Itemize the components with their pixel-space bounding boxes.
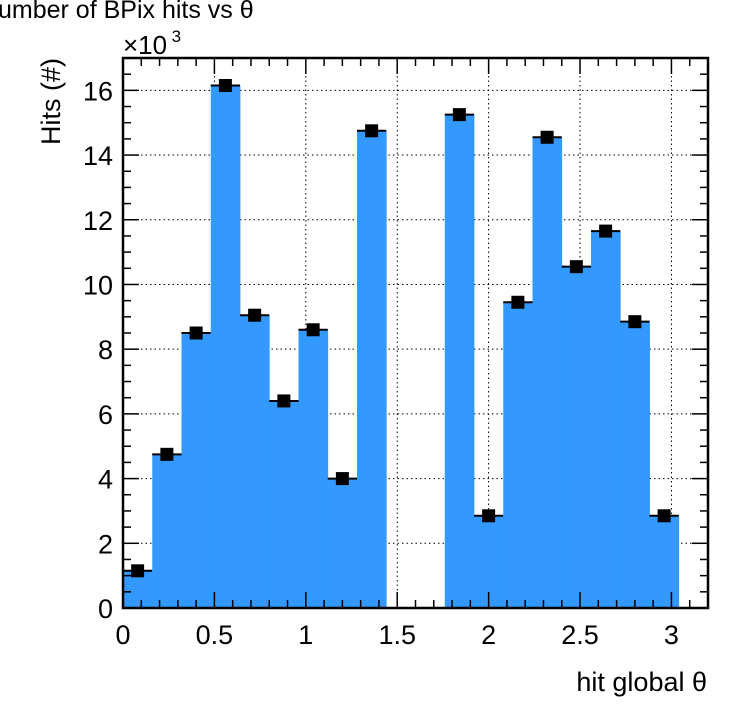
data-point-marker [657,509,671,523]
histogram-bar [152,454,182,608]
y-tick-label: 2 [98,529,113,559]
y-axis-multiplier: ×10 3 [123,27,181,60]
histogram-bar [181,333,212,608]
histogram-bar [591,231,621,608]
data-point-marker [248,308,262,322]
data-point-marker [365,124,379,138]
y-tick-label: 14 [83,141,113,171]
y-tick-label: 0 [98,594,113,624]
multiplier-exponent: 3 [172,27,181,46]
data-point-marker [335,472,349,486]
histogram-bar [327,478,358,608]
data-point-marker [218,79,232,92]
data-point-marker [628,315,642,329]
data-point-marker [452,108,466,122]
histogram-bar [532,137,563,608]
histogram-bar [269,400,299,608]
data-point-marker [306,323,320,337]
data-point-marker [160,447,174,461]
data-point-marker [511,295,525,309]
histogram-bar [649,515,680,608]
histogram-bar [240,315,270,608]
x-tick-label: 0 [115,620,130,650]
data-point-marker [569,260,583,274]
x-tick-label: 3 [664,620,679,650]
histogram-bar [561,266,592,608]
multiplier-base: ×10 [123,30,167,60]
data-point-marker [131,564,145,578]
x-axis-title: hit global θ [576,667,707,697]
y-tick-label: 12 [83,206,113,236]
axis-ticks [122,57,709,609]
x-tick-label: 0.5 [196,620,234,650]
histogram-bar [357,130,387,608]
histogram-bar [298,329,329,608]
y-tick-label: 8 [98,335,113,365]
y-tick-label: 16 [83,76,113,106]
x-tick-label: 2 [481,620,496,650]
x-tick-label: 1.5 [378,620,416,650]
chart-title: umber of BPix hits vs θ [0,0,254,24]
plot-frame [121,56,710,610]
y-axis-title: Hits (#) [36,58,66,145]
x-tick-labels: 0 0.5 1 1.5 2 2.5 3 [115,620,678,650]
data-markers [131,79,671,578]
data-point-marker [540,130,554,144]
histogram-bar [503,302,533,608]
x-tick-label: 2.5 [561,620,599,650]
data-point-marker [482,509,496,523]
data-point-marker [277,394,291,408]
histogram-bar [210,85,241,608]
x-tick-label: 1 [298,620,313,650]
y-tick-label: 10 [83,270,113,300]
y-tick-label: 4 [98,465,113,495]
y-tick-labels: 0 2 4 6 8 10 12 14 16 [83,76,113,624]
y-tick-label: 6 [98,400,113,430]
histogram-bar [620,321,650,608]
histogram-bars [123,84,680,608]
data-point-marker [189,326,203,340]
data-point-marker [599,224,613,238]
histogram-bar [444,114,475,608]
